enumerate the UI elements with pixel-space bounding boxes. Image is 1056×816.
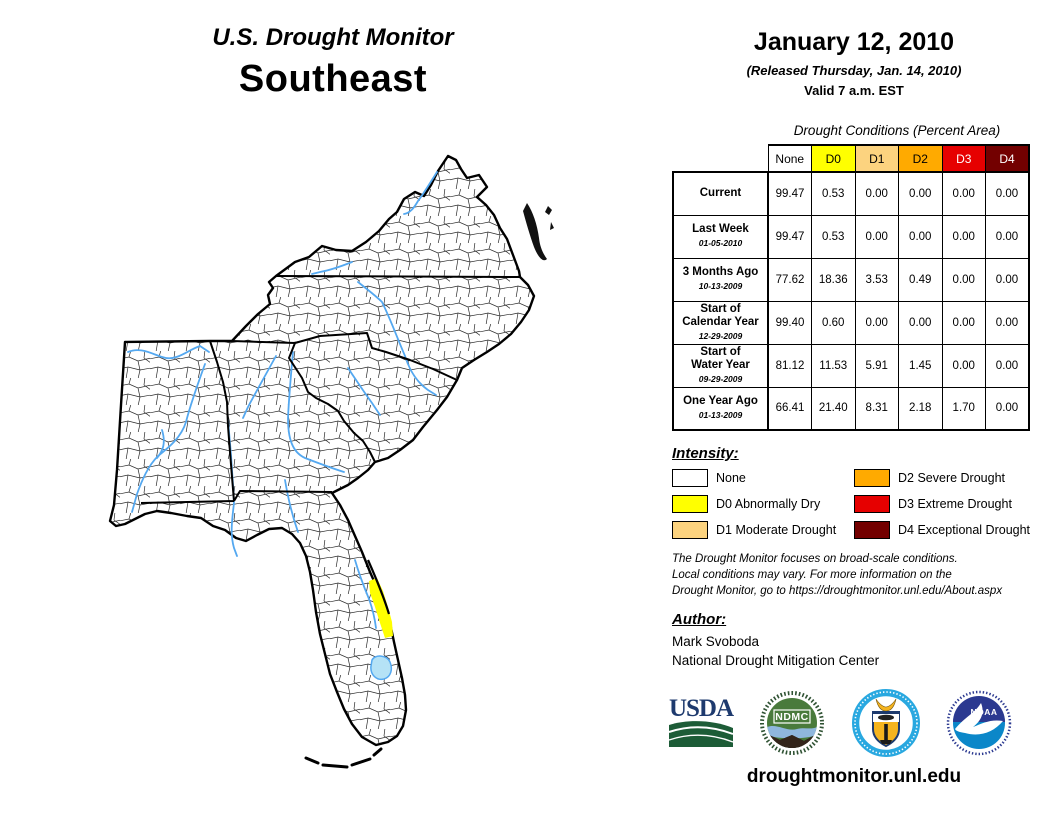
col-d4: D4 — [985, 144, 1030, 173]
table-row: Start of Calendar Year 12-29-2009 99.40 0… — [672, 300, 1030, 345]
release-date: (Released Thursday, Jan. 14, 2010) — [746, 63, 962, 78]
table-row: 3 Months Ago 10-13-2009 77.62 18.36 3.53 … — [672, 257, 1030, 302]
disclaimer-text: The Drought Monitor focuses on broad-sca… — [672, 553, 1003, 597]
table-row: Last Week 01-05-2010 99.47 0.53 0.00 0.00… — [672, 214, 1030, 259]
florida-barrier-islands — [366, 559, 391, 615]
col-d2: D2 — [898, 144, 943, 173]
table-corner-cell — [673, 145, 768, 172]
footer-url: droughtmonitor.unl.edu — [746, 766, 962, 787]
seagull-icon — [954, 703, 1003, 735]
legend-item-d0: D0 Abnormally Dry — [672, 495, 836, 513]
author-heading: Author: — [672, 611, 727, 628]
row-date: 01-13-2009 — [698, 409, 743, 420]
row-date: 09-29-2009 — [698, 373, 743, 384]
table-title: Drought Conditions (Percent Area) — [793, 123, 1001, 138]
florida-keys — [304, 747, 383, 769]
row-label: Start of Calendar Year — [682, 302, 759, 328]
row-label: Start of Water Year — [691, 345, 750, 371]
delmarva-peninsula — [523, 203, 554, 261]
department-of-commerce-seal — [851, 689, 920, 757]
d4-swatch — [854, 521, 890, 539]
col-d1: D1 — [854, 144, 899, 173]
legend-item-d2: D2 Severe Drought — [854, 469, 1030, 487]
usda-logo: USDA — [668, 695, 734, 747]
legend-item-d3: D3 Extreme Drought — [854, 495, 1030, 513]
table-row: One Year Ago 01-13-2009 66.41 21.40 8.31 … — [672, 386, 1030, 431]
col-none: None — [767, 144, 812, 173]
date-block: January 12, 2010 (Released Thursday, Jan… — [672, 28, 1036, 98]
author-organization: National Drought Mitigation Center — [672, 653, 880, 668]
state-borders — [140, 275, 521, 504]
row-label: 3 Months Ago — [682, 266, 759, 278]
ndmc-logo: NDMC — [759, 690, 826, 756]
svg-text:USDA: USDA — [669, 695, 734, 722]
d0-swatch — [672, 495, 708, 513]
lake-okeechobee — [370, 655, 393, 681]
page-title: Southeast — [238, 58, 428, 100]
rivers — [127, 171, 438, 629]
row-label: Last Week — [692, 223, 749, 235]
title-block: U.S. Drought Monitor Southeast — [150, 24, 516, 101]
valid-time: Valid 7 a.m. EST — [804, 83, 904, 98]
row-date: 01-05-2010 — [698, 238, 743, 248]
table-row: Current 99.47 0.53 0.00 0.00 0.00 0.00 — [672, 171, 1030, 216]
intensity-heading: Intensity: — [672, 445, 739, 462]
svg-text:NDMC: NDMC — [776, 711, 810, 723]
d0-drought-area-florida — [369, 578, 393, 638]
author-name: Mark Svoboda — [672, 634, 760, 649]
page-kicker: U.S. Drought Monitor — [212, 24, 454, 51]
col-d3: D3 — [941, 144, 986, 173]
d2-swatch — [854, 469, 890, 487]
legend-item-d1: D1 Moderate Drought — [672, 521, 836, 539]
d3-swatch — [854, 495, 890, 513]
drought-conditions-table: None D0 D1 D2 D3 D4 Current 99.47 0.53 0… — [672, 144, 1030, 431]
table-header-row: None D0 D1 D2 D3 D4 — [673, 144, 1030, 173]
noaa-logo: NOAA — [945, 690, 1012, 756]
row-label: One Year Ago — [683, 394, 758, 407]
row-label: Current — [699, 187, 742, 200]
row-date: 12-29-2009 — [698, 330, 743, 341]
legend-column-right: D2 Severe Drought D3 Extreme Drought D4 … — [854, 469, 1030, 539]
none-swatch — [672, 469, 708, 487]
col-d0: D0 — [811, 144, 856, 173]
map-date: January 12, 2010 — [753, 28, 955, 56]
legend-column-left: None D0 Abnormally Dry D1 Moderate Droug… — [672, 469, 836, 539]
svg-text:NOAA: NOAA — [970, 707, 997, 717]
legend-item-none: None — [672, 469, 836, 487]
legend-item-d4: D4 Exceptional Drought — [854, 521, 1030, 539]
southeast-drought-map — [108, 154, 554, 769]
d1-swatch — [672, 521, 708, 539]
eagle-icon — [875, 698, 896, 712]
logo-row: USDA NDMC — [668, 688, 1013, 758]
table-row: Start of Water Year 09-29-2009 81.12 11.5… — [672, 343, 1030, 388]
region-outline — [108, 154, 536, 747]
row-date: 10-13-2009 — [698, 281, 743, 291]
